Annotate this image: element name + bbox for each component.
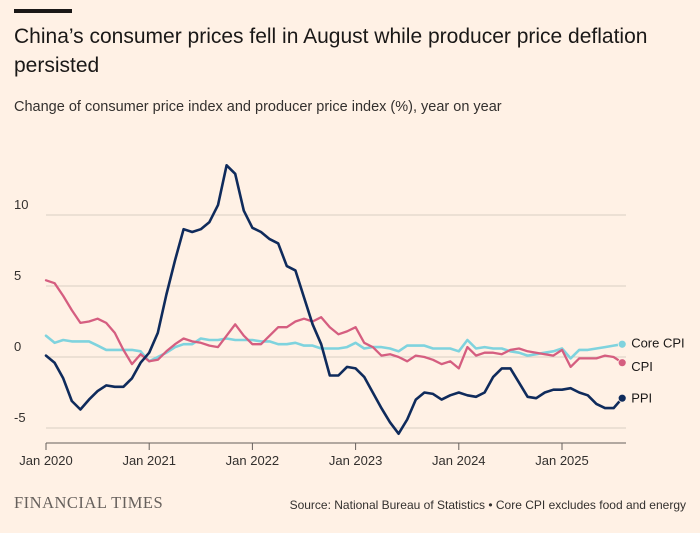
x-tick-label: Jan 2020 <box>19 453 73 468</box>
end-marker-cpi <box>617 358 627 368</box>
x-tick-label: Jan 2023 <box>329 453 383 468</box>
x-tick-label: Jan 2022 <box>226 453 280 468</box>
y-tick-label: 0 <box>14 339 21 354</box>
legend-label-core-cpi: Core CPI <box>631 336 684 351</box>
series-layer <box>44 164 624 436</box>
source-note: Source: National Bureau of Statistics • … <box>289 498 686 512</box>
series-line-core-cpi <box>44 334 624 363</box>
chart-title: China’s consumer prices fell in August w… <box>14 25 648 77</box>
end-marker-core-cpi <box>617 339 627 349</box>
x-tick-label: Jan 2025 <box>535 453 589 468</box>
y-tick-label: 5 <box>14 268 21 283</box>
top-rule <box>14 9 72 13</box>
legend-label-ppi: PPI <box>631 391 652 406</box>
x-axis: Jan 2020 Jan 2021 Jan 2022 Jan 2023 Jan 2024… <box>19 442 626 468</box>
y-tick-label: -5 <box>14 410 26 425</box>
chart-subtitle: Change of consumer price index and produ… <box>14 99 502 115</box>
x-tick-label: Jan 2024 <box>432 453 486 468</box>
series-line-ppi <box>44 164 624 436</box>
end-marker-ppi <box>617 393 627 403</box>
legend-label-cpi: CPI <box>631 359 653 374</box>
ft-logo: FINANCIAL TIMES <box>14 493 164 512</box>
y-tick-label: 10 <box>14 197 28 212</box>
x-tick-label: Jan 2021 <box>122 453 176 468</box>
grid-layer: -5 0 5 10 <box>14 197 626 429</box>
series-line-cpi <box>44 279 624 370</box>
legend: Core CPI CPI PPI <box>617 336 685 406</box>
